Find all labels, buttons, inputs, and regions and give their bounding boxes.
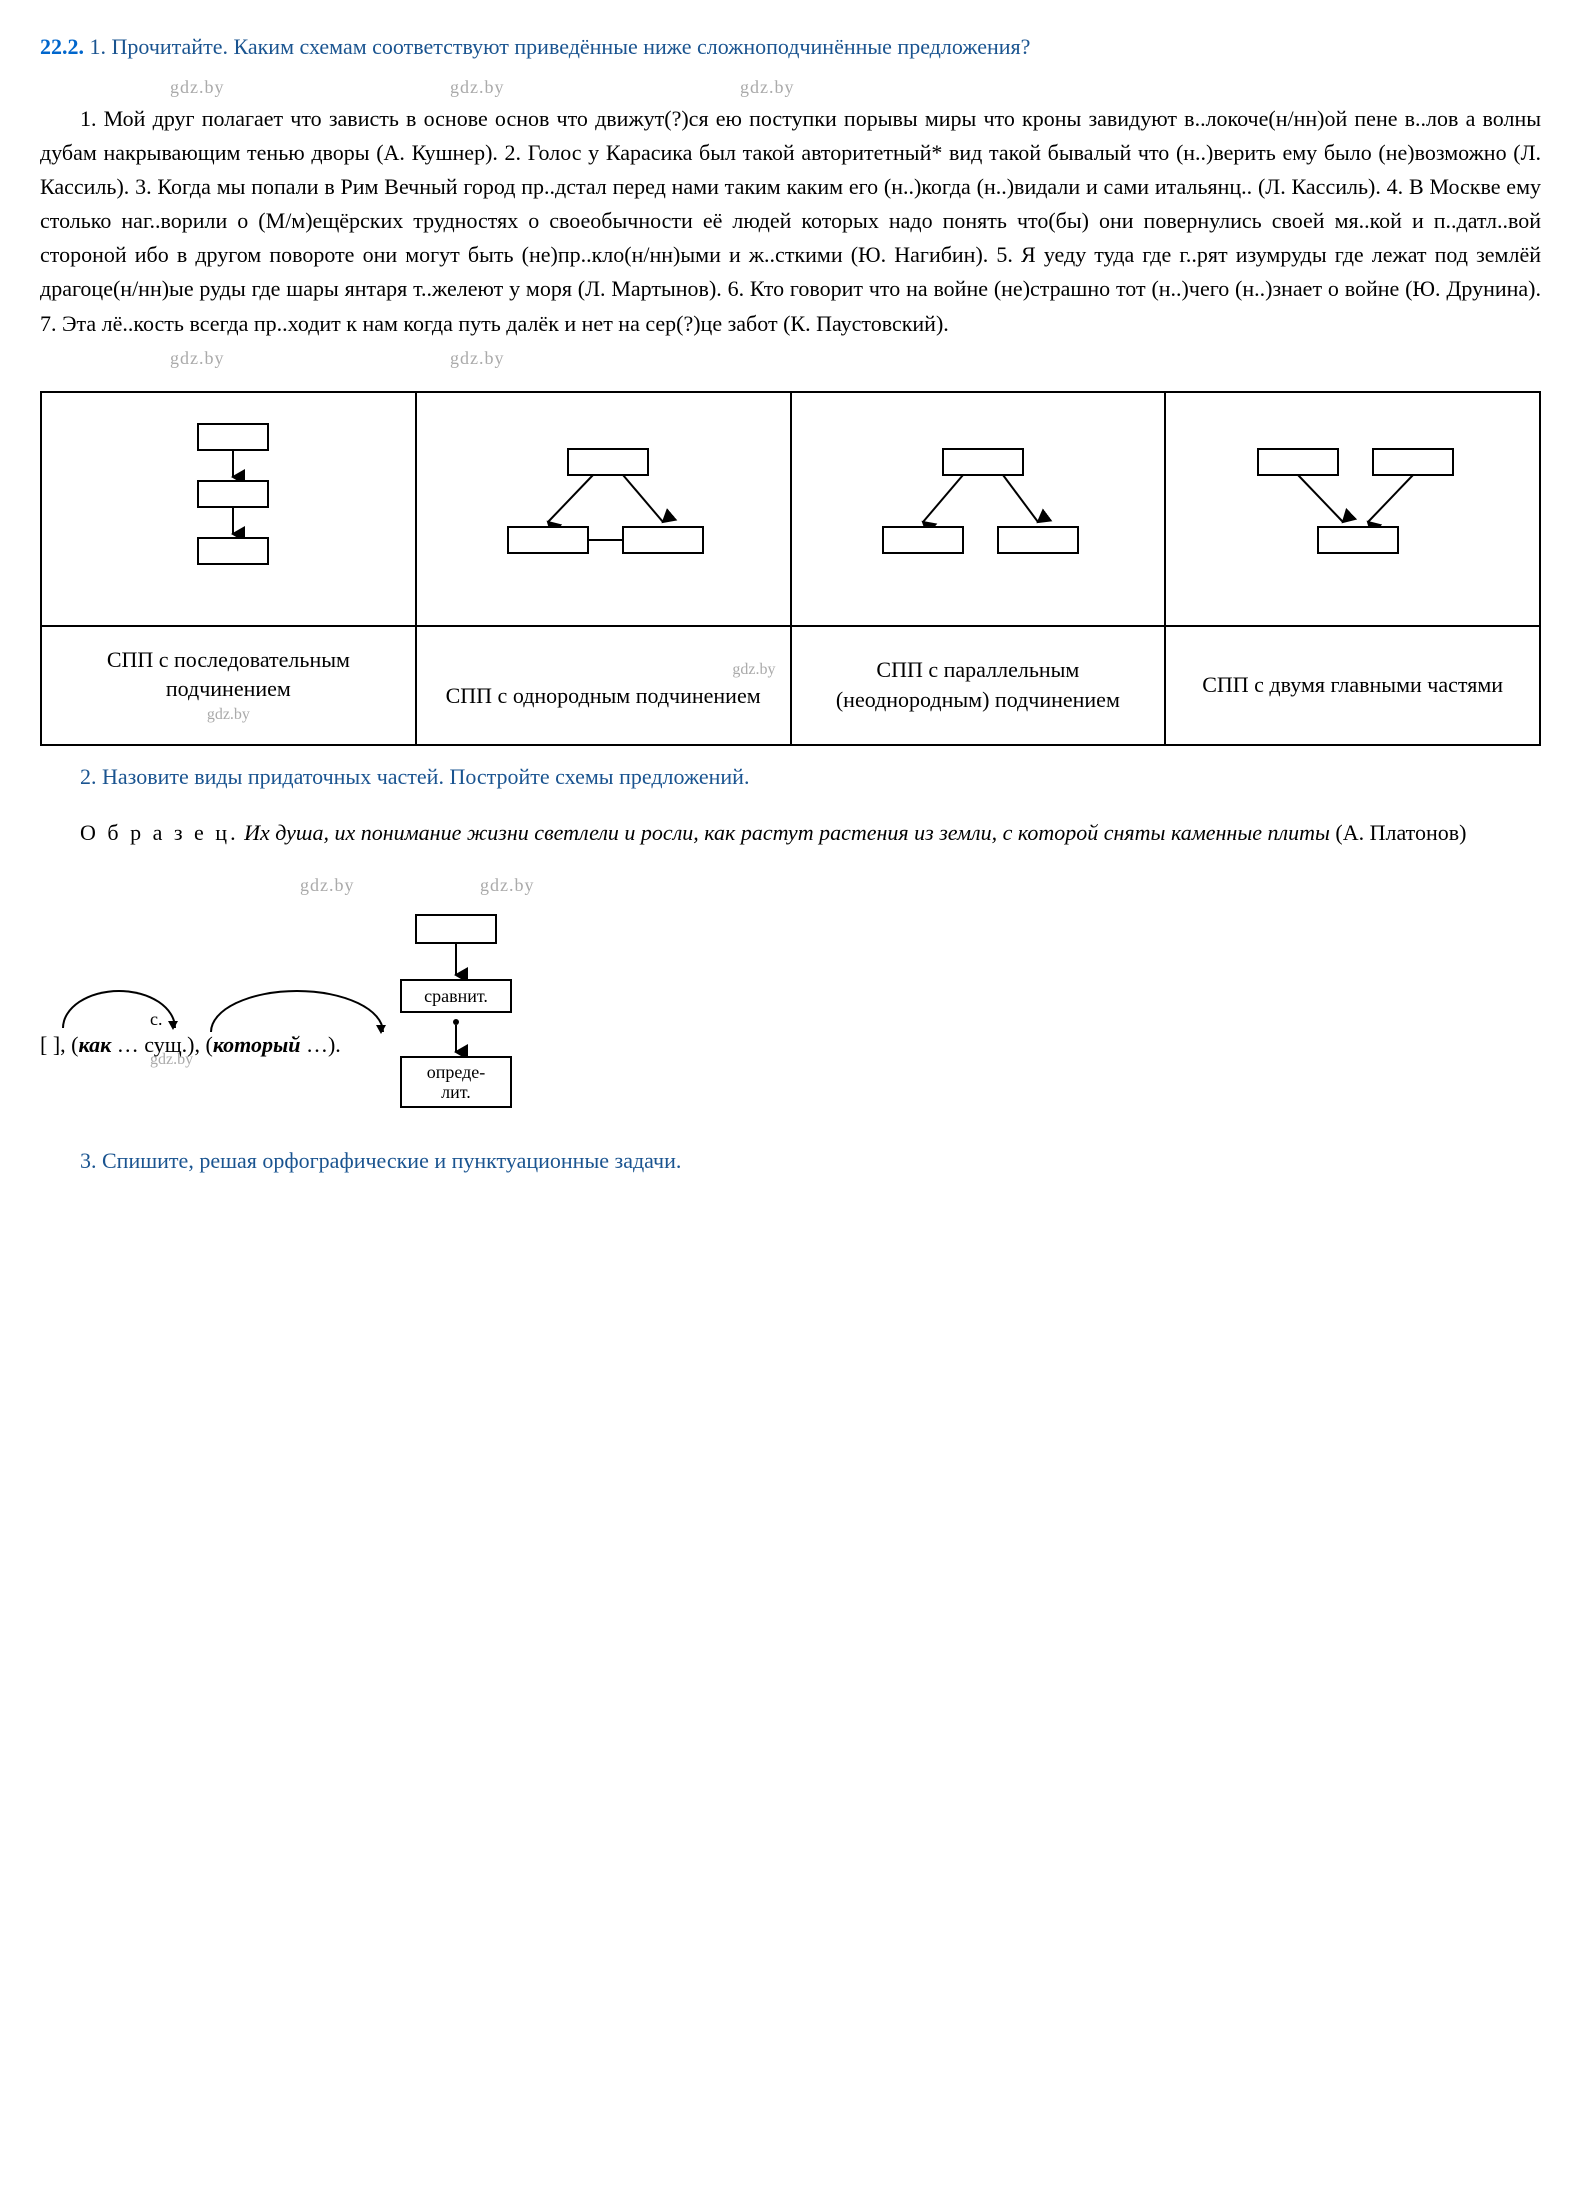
sample-block: О б р а з е ц. Их душа, их понимание жиз… [40, 816, 1541, 850]
sample-label: О б р а з е ц. [80, 820, 239, 845]
dots: … [117, 1032, 139, 1057]
kak-word: как [78, 1032, 111, 1057]
subtask-3: 3. Спишите, решая орфографические и пунк… [40, 1144, 1541, 1178]
scheme-label-4: СПП с двумя главными частями [1165, 626, 1540, 745]
watermark-row-2: gdz.by gdz.by [40, 345, 1541, 373]
paren-open-2: ( [206, 1032, 213, 1057]
watermark: gdz.by [425, 659, 782, 681]
scheme-1-sequential [41, 392, 416, 626]
scheme-4-two-main [1165, 392, 1540, 626]
task-subnum: 1. [90, 34, 107, 59]
scheme-label-3: СПП с параллельным (неоднородным) подчин… [791, 626, 1166, 745]
watermark: gdz.by [450, 74, 505, 102]
table-row: СПП с последовательным подчинением gdz.b… [41, 626, 1540, 745]
mini-tree-diagram: сравнит. опреде- лит. [371, 910, 541, 1130]
label-text: СПП с последовательным подчинением [50, 645, 407, 704]
kotoryj-word: который [213, 1032, 301, 1057]
task-number: 22.2. [40, 34, 84, 59]
watermark: gdz.by [740, 74, 795, 102]
label-text: СПП с параллельным (неоднородным) подчин… [800, 655, 1157, 714]
watermark-row-3: gdz.by gdz.by [40, 872, 1541, 900]
task-instruction: Прочитайте. Каким схемам соответствуют п… [112, 34, 1031, 59]
dots-2: … [306, 1032, 328, 1057]
watermark: gdz.by [170, 74, 225, 102]
watermark: gdz.by [300, 872, 355, 900]
watermark: gdz.by [480, 872, 535, 900]
scheme-3-parallel [791, 392, 1166, 626]
scheme-label-2: gdz.by СПП с однородным подчинением [416, 626, 791, 745]
watermark: gdz.by [450, 345, 505, 373]
sample-author: (А. Платонов) [1335, 820, 1466, 845]
scheme-2-homogeneous [416, 392, 791, 626]
bracket-left: [ ], [40, 1032, 66, 1057]
task-header: 22.2. 1. Прочитайте. Каким схемам соотве… [40, 30, 1541, 64]
label-text: СПП с двумя главными частями [1174, 670, 1531, 700]
bracket-schema: с. [ ], (как … сущ.), (который …). gdz.b… [40, 978, 341, 1062]
label-text: СПП с однородным подчинением [425, 681, 782, 711]
sample-text: Их душа, их понимание жизни светлели и р… [244, 820, 1330, 845]
watermark: gdz.by [150, 1048, 193, 1073]
node-label-2: сравнит. [424, 986, 488, 1006]
schemes-table: СПП с последовательным подчинением gdz.b… [40, 391, 1541, 746]
close-2: ). [328, 1032, 341, 1057]
subtask-2: 2. Назовите виды придаточных частей. Пос… [40, 760, 1541, 794]
watermark: gdz.by [50, 704, 407, 726]
node-label-3b: лит. [441, 1082, 471, 1102]
watermark-row-1: gdz.by gdz.by gdz.by [40, 74, 1541, 102]
bottom-row: с. [ ], (как … сущ.), (который …). gdz.b… [40, 910, 1541, 1130]
node-label-3a: опреде- [427, 1062, 486, 1082]
watermark: gdz.by [170, 345, 225, 373]
exercise-sentences: 1. Мой друг полагает что зависть в основ… [40, 102, 1541, 341]
c-label: с. [150, 1006, 163, 1034]
table-row [41, 392, 1540, 626]
scheme-label-1: СПП с последовательным подчинением gdz.b… [41, 626, 416, 745]
